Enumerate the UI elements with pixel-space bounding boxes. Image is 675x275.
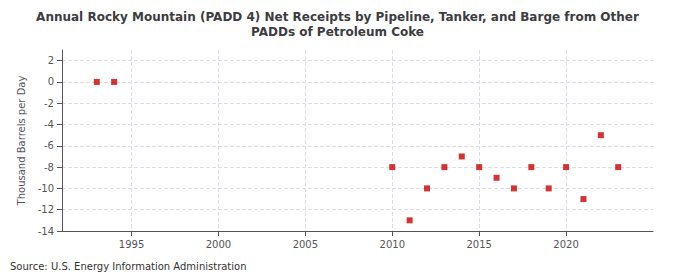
- svg-text:2000: 2000: [206, 239, 231, 250]
- svg-text:2020: 2020: [553, 239, 578, 250]
- svg-text:2015: 2015: [466, 239, 491, 250]
- svg-text:-14: -14: [38, 226, 54, 237]
- svg-text:-4: -4: [44, 119, 54, 130]
- svg-text:Annual Rocky Mountain (PADD 4): Annual Rocky Mountain (PADD 4) Net Recei…: [36, 10, 639, 24]
- svg-text:-8: -8: [44, 162, 54, 173]
- svg-text:-2: -2: [44, 98, 54, 109]
- svg-text:0: 0: [48, 76, 54, 87]
- svg-text:2: 2: [48, 55, 54, 66]
- svg-text:2010: 2010: [380, 239, 405, 250]
- svg-text:PADDs of Petroleum Coke: PADDs of Petroleum Coke: [251, 25, 424, 39]
- svg-text:-12: -12: [38, 204, 54, 215]
- svg-text:2005: 2005: [293, 239, 318, 250]
- svg-text:-10: -10: [38, 183, 54, 194]
- svg-text:Thousand Barrels per Day: Thousand Barrels per Day: [16, 76, 27, 207]
- svg-text:1995: 1995: [119, 239, 144, 250]
- svg-text:-6: -6: [44, 140, 54, 151]
- svg-text:Source: U.S. Energy Informatio: Source: U.S. Energy Information Administ…: [10, 261, 247, 272]
